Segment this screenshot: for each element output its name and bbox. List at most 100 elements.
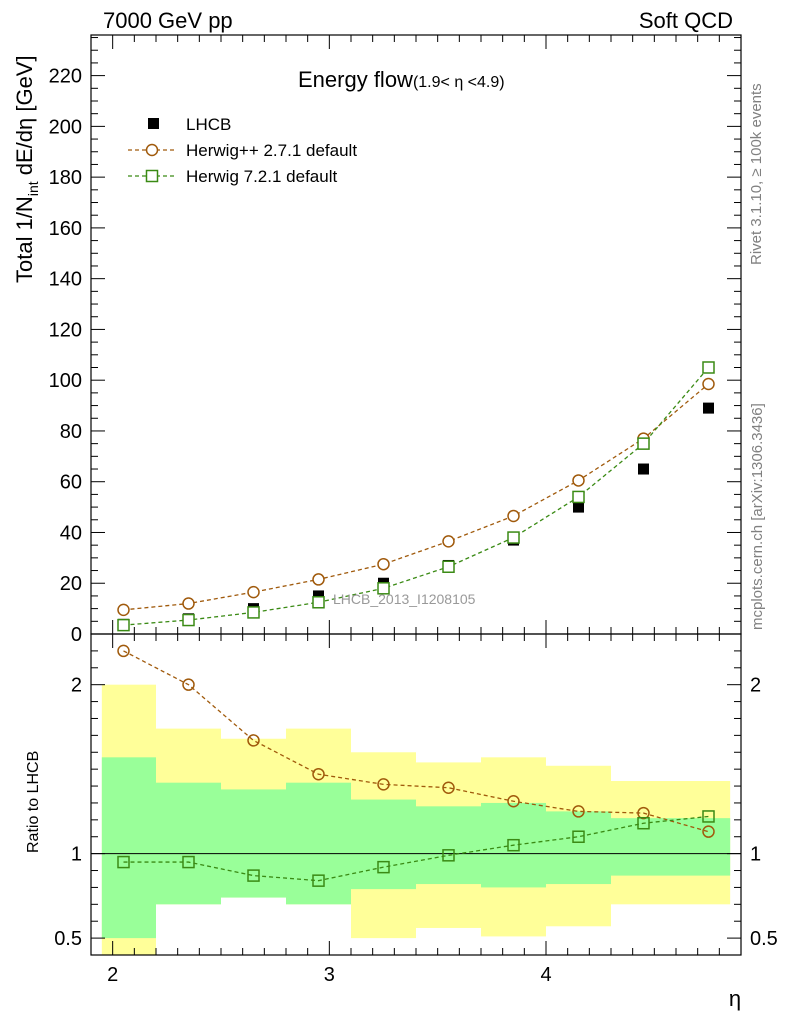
mc-point	[247, 585, 260, 599]
green-band-bin	[611, 818, 676, 876]
upper-y-axis-label-sub: int	[25, 181, 41, 196]
ratio-point	[182, 678, 195, 691]
ratio-series-herwig7	[117, 810, 715, 887]
series-line	[123, 367, 709, 626]
mc-point	[117, 603, 130, 617]
ratio-line	[123, 650, 709, 833]
data-point	[703, 402, 714, 414]
mc-point	[377, 557, 390, 571]
chart-title-sub: (1.9< η <4.9)	[413, 74, 505, 91]
lower-y-tick-label-right: 1	[750, 844, 761, 866]
data-point	[573, 501, 584, 513]
ratio-series-herwigpp	[117, 644, 715, 838]
mc-point	[702, 377, 715, 391]
ratio-point	[442, 781, 455, 794]
green-band-bin	[221, 789, 286, 898]
upper-y-tick-label: 120	[49, 319, 82, 341]
upper-y-tick-label: 100	[49, 370, 82, 392]
mc-point	[377, 582, 390, 595]
mc-point	[312, 596, 325, 609]
upper-y-axis-label-main: Total 1/N	[12, 196, 37, 283]
ratio-point	[507, 795, 520, 808]
upper-y-axis-label-tail: dE/dη [GeV]	[12, 55, 37, 181]
mc-point	[572, 490, 585, 504]
upper-y-tick-label: 0	[71, 624, 82, 646]
ratio-line	[123, 815, 709, 882]
legend: LHCB Herwig++ 2.7.1 default Herwig 7.2.1…	[128, 115, 357, 186]
ratio-point	[702, 825, 715, 838]
chart-title-main: Energy flow	[298, 67, 413, 92]
ratio-point	[702, 810, 715, 823]
legend-item-lhcb: LHCB	[148, 115, 231, 134]
ratio-point	[637, 816, 650, 830]
ratio-point	[182, 855, 195, 869]
side-text-upper: Rivet 3.1.10, ≥ 100k events	[748, 83, 765, 265]
ratio-point	[377, 778, 390, 791]
lower-y-tick-label: 0.5	[54, 928, 82, 950]
lower-y-tick-label: 2	[71, 675, 82, 697]
upper-y-tick-label: 60	[60, 472, 82, 494]
mc-point	[507, 509, 520, 523]
mc-point	[507, 531, 520, 544]
lower-y-tick-label: 1	[71, 844, 82, 866]
data-point	[313, 590, 324, 602]
ratio-point	[507, 838, 520, 852]
ratio-point	[442, 849, 455, 862]
green-band-bin	[546, 811, 611, 885]
mc-point	[572, 474, 585, 487]
upper-axis-ticks: 0 20 40 60 80 100 120 140 160 180 200 220	[49, 35, 741, 646]
mc-point	[247, 606, 260, 619]
mc-point	[442, 560, 455, 573]
ratio-series-layer	[117, 644, 715, 887]
ratio-point	[377, 860, 390, 874]
x-tick-label: 3	[324, 964, 335, 986]
x-tick-label: 2	[107, 964, 118, 986]
lower-y-axis-label: Ratio to LHCB	[25, 751, 42, 853]
ratio-point	[247, 734, 260, 747]
ratio-point	[637, 806, 650, 820]
ratio-point	[117, 644, 130, 658]
upper-y-tick-label: 220	[49, 66, 82, 88]
legend-marker-herwig7	[145, 169, 159, 183]
mc-point	[182, 613, 195, 627]
plot-frames	[90, 34, 742, 956]
ratio-uncertainty-bands	[91, 684, 741, 955]
ratio-point	[312, 767, 325, 781]
header-left: 7000 GeV pp	[103, 8, 233, 33]
mc-point	[117, 618, 130, 632]
legend-label-herwig7: Herwig 7.2.1 default	[186, 167, 337, 186]
green-band-bin	[351, 799, 416, 890]
legend-item-herwigpp: Herwig++ 2.7.1 default	[128, 141, 357, 160]
series-line	[123, 383, 709, 611]
green-band-bin	[286, 782, 351, 905]
series-herwig7	[117, 361, 715, 632]
x-axis-label: η	[729, 986, 741, 1011]
data-point	[638, 463, 649, 475]
legend-marker-lhcb	[148, 118, 159, 129]
upper-y-tick-label: 40	[60, 522, 82, 544]
legend-item-herwig7: Herwig 7.2.1 default	[128, 167, 337, 186]
upper-series-layer	[117, 361, 715, 632]
lower-panel-frame	[90, 633, 742, 956]
side-text-lower: mcplots.cern.ch [arXiv:1306.3436]	[749, 403, 766, 630]
legend-label-lhcb: LHCB	[186, 115, 231, 134]
mc-point	[637, 437, 650, 450]
ratio-point	[572, 805, 585, 818]
ratio-point	[117, 855, 130, 869]
green-band-bin	[416, 806, 481, 885]
legend-label-herwigpp: Herwig++ 2.7.1 default	[186, 141, 357, 160]
mc-point	[702, 361, 715, 374]
lower-axis-ticks: 0.5 0.5 1 1 2 2 2 3 4	[54, 634, 778, 986]
green-band-bin	[156, 782, 221, 905]
analysis-watermark: LHCB_2013_I1208105	[333, 591, 476, 607]
mc-point	[182, 597, 195, 610]
header-right: Soft QCD	[639, 8, 733, 33]
upper-y-axis-label: Total 1/Nint dE/dη [GeV]	[12, 55, 41, 283]
mc-point	[442, 535, 455, 548]
upper-y-tick-label: 160	[49, 218, 82, 240]
upper-y-tick-label: 20	[60, 573, 82, 595]
mc-point	[312, 573, 325, 586]
x-tick-label: 4	[540, 964, 551, 986]
green-band-bin	[676, 818, 731, 876]
